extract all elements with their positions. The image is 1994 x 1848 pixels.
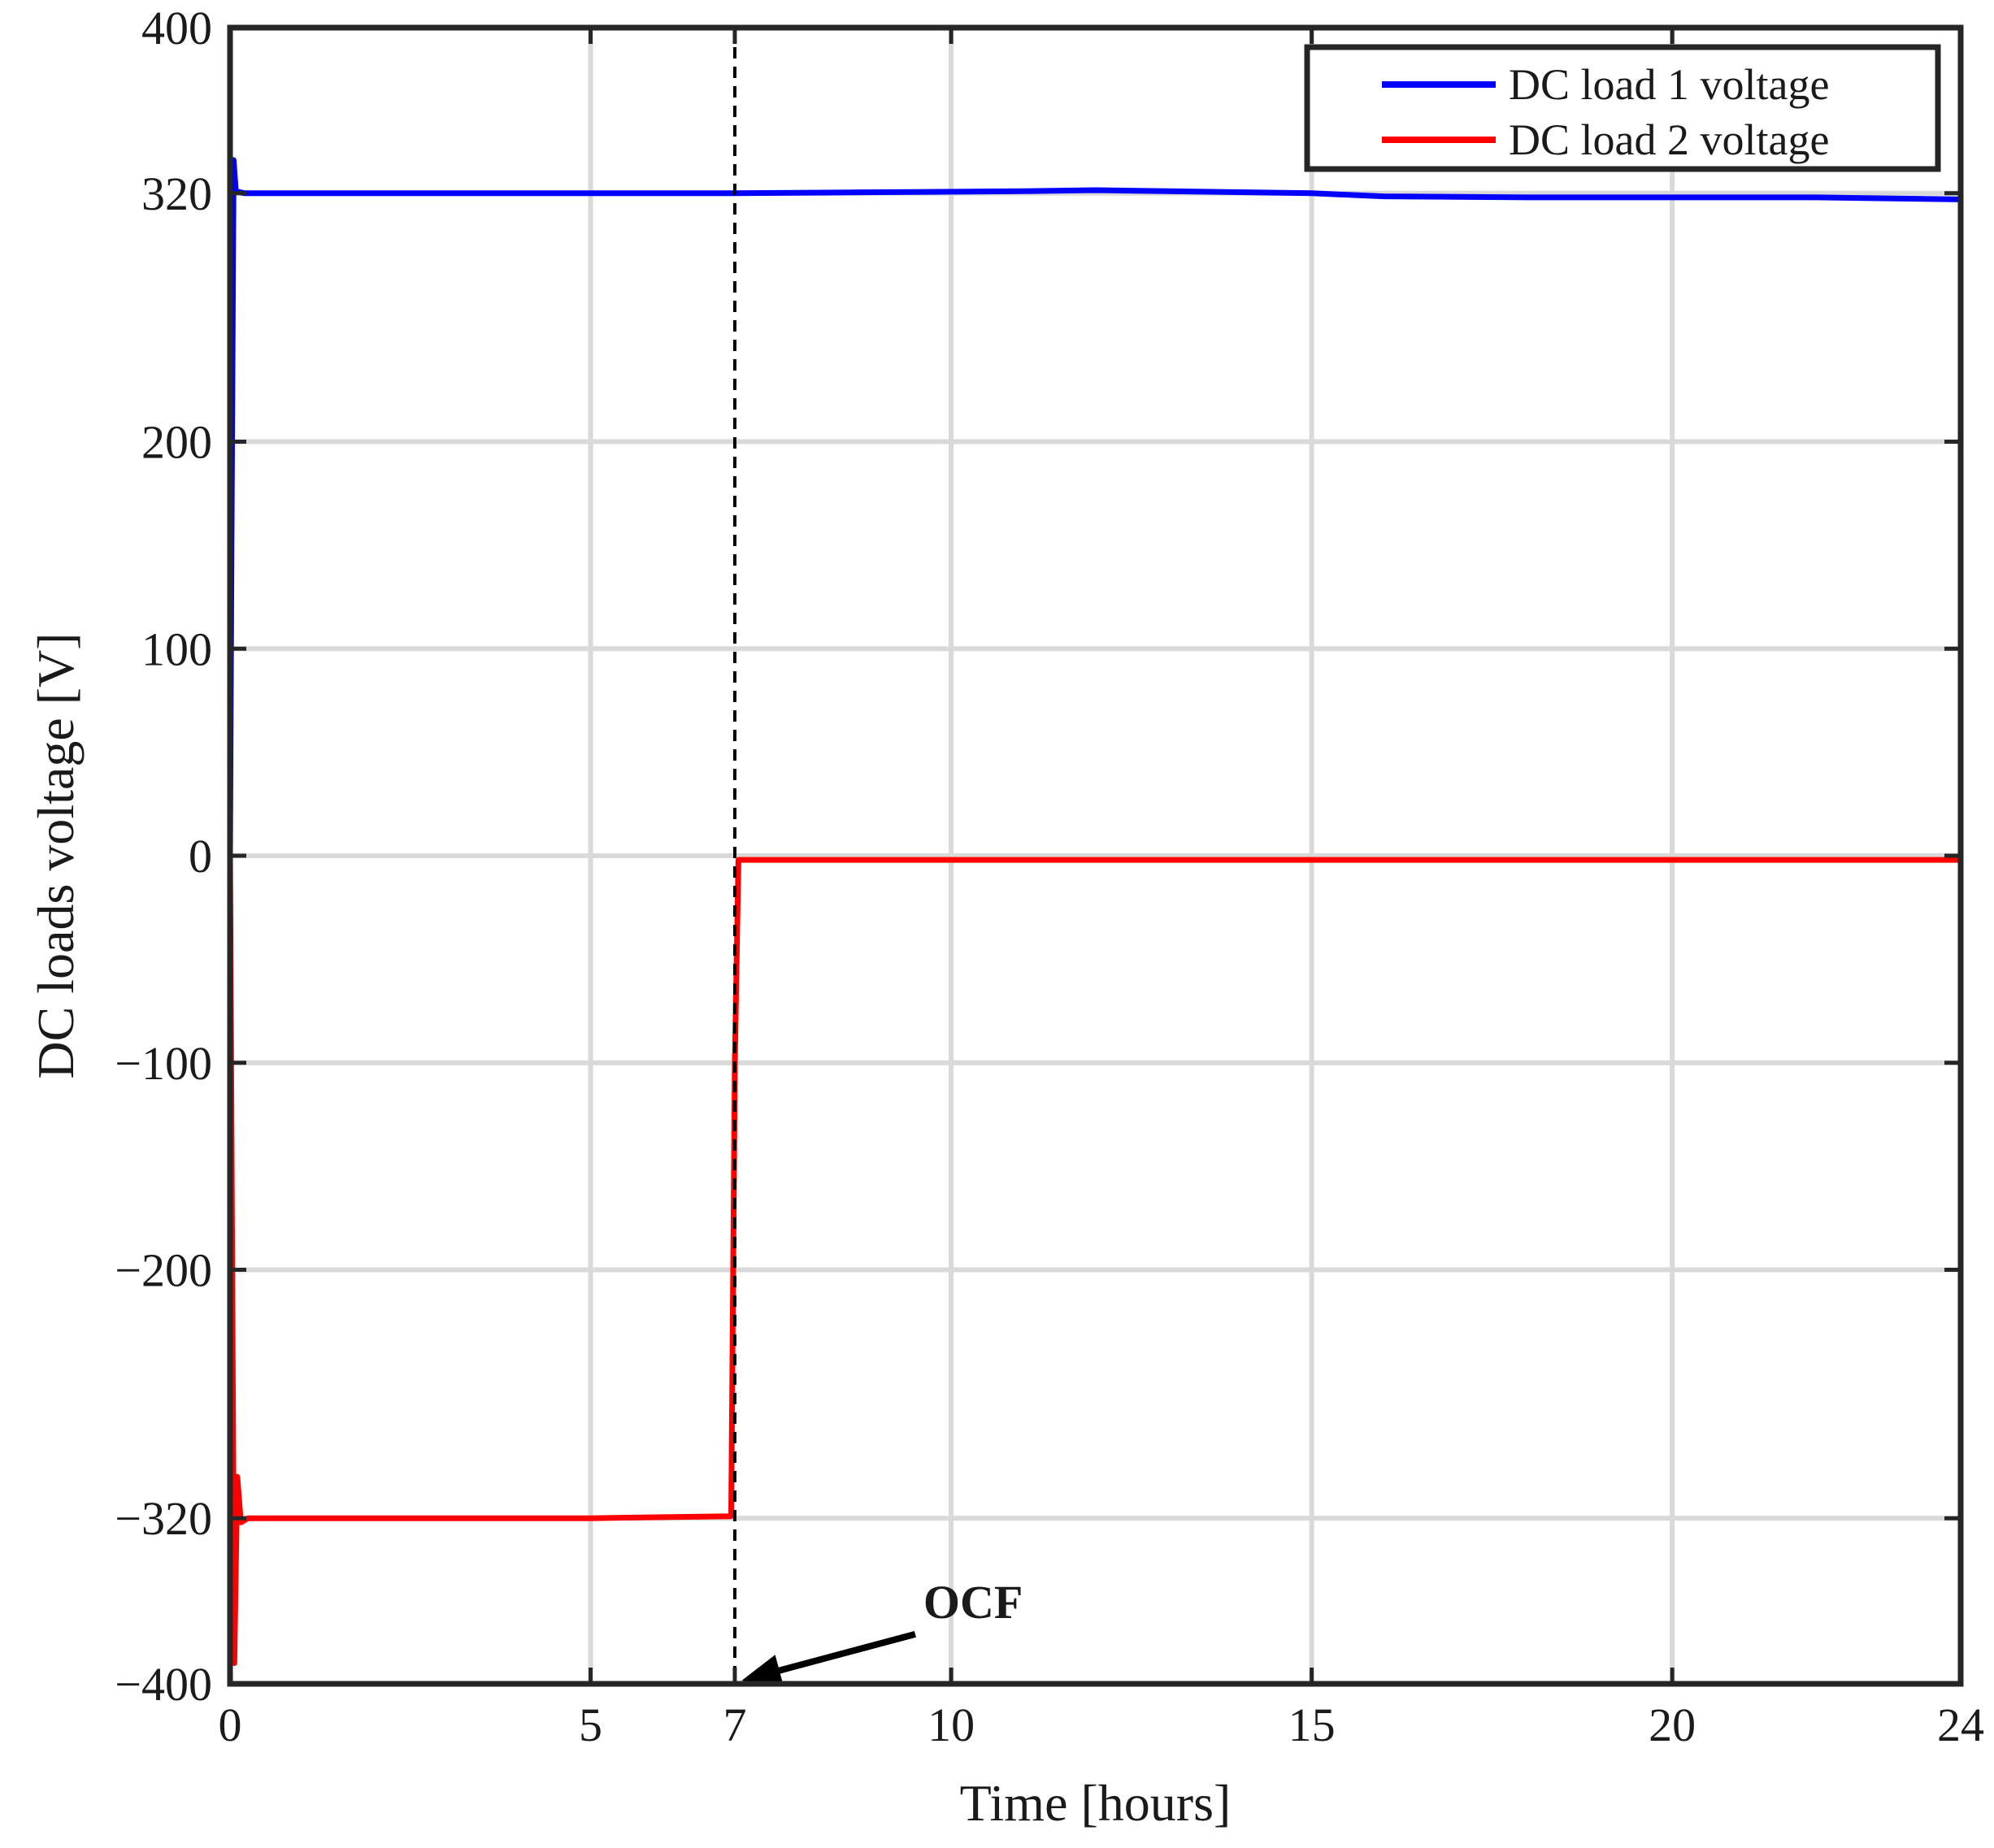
annotations: OCF <box>732 28 1023 1686</box>
y-tick-label: 0 <box>189 830 212 883</box>
x-tick-label: 7 <box>723 1698 746 1751</box>
series-line-2 <box>227 855 1961 1666</box>
legend-label-1: DC load 1 voltage <box>1509 60 1829 109</box>
y-tick-label: 320 <box>141 167 212 220</box>
x-tick-label: 15 <box>1288 1698 1336 1751</box>
ocf-arrow-head <box>741 1655 784 1686</box>
y-axis-label: DC loads voltage [V] <box>27 632 85 1078</box>
x-tick-label: 0 <box>219 1698 242 1751</box>
y-tick-label: 200 <box>141 416 212 469</box>
legend-box <box>1304 44 1941 172</box>
x-tick-label: 10 <box>927 1698 975 1751</box>
y-tick-label: −320 <box>115 1492 212 1545</box>
legend-label-2: DC load 2 voltage <box>1509 115 1829 164</box>
y-tick-label: 400 <box>141 2 212 54</box>
y-tick-label: −100 <box>115 1037 212 1090</box>
ocf-arrow-shaft <box>778 1630 916 1674</box>
x-tick-label: 24 <box>1937 1698 1984 1751</box>
y-tick-label: −200 <box>115 1244 212 1297</box>
y-tick-label: −400 <box>115 1658 212 1711</box>
legend: DC load 1 voltage DC load 2 voltage <box>1304 44 1941 172</box>
x-axis-label: Time [hours] <box>960 1774 1232 1832</box>
ocf-annotation-label: OCF <box>923 1576 1023 1629</box>
y-tick-label: 100 <box>141 623 212 675</box>
x-tick-label: 5 <box>579 1698 602 1751</box>
axes: 0 5 7 10 15 20 24 400 320 200 100 0 −100 −200 −320 −400… <box>27 2 1984 1832</box>
x-tick-label: 20 <box>1649 1698 1696 1751</box>
